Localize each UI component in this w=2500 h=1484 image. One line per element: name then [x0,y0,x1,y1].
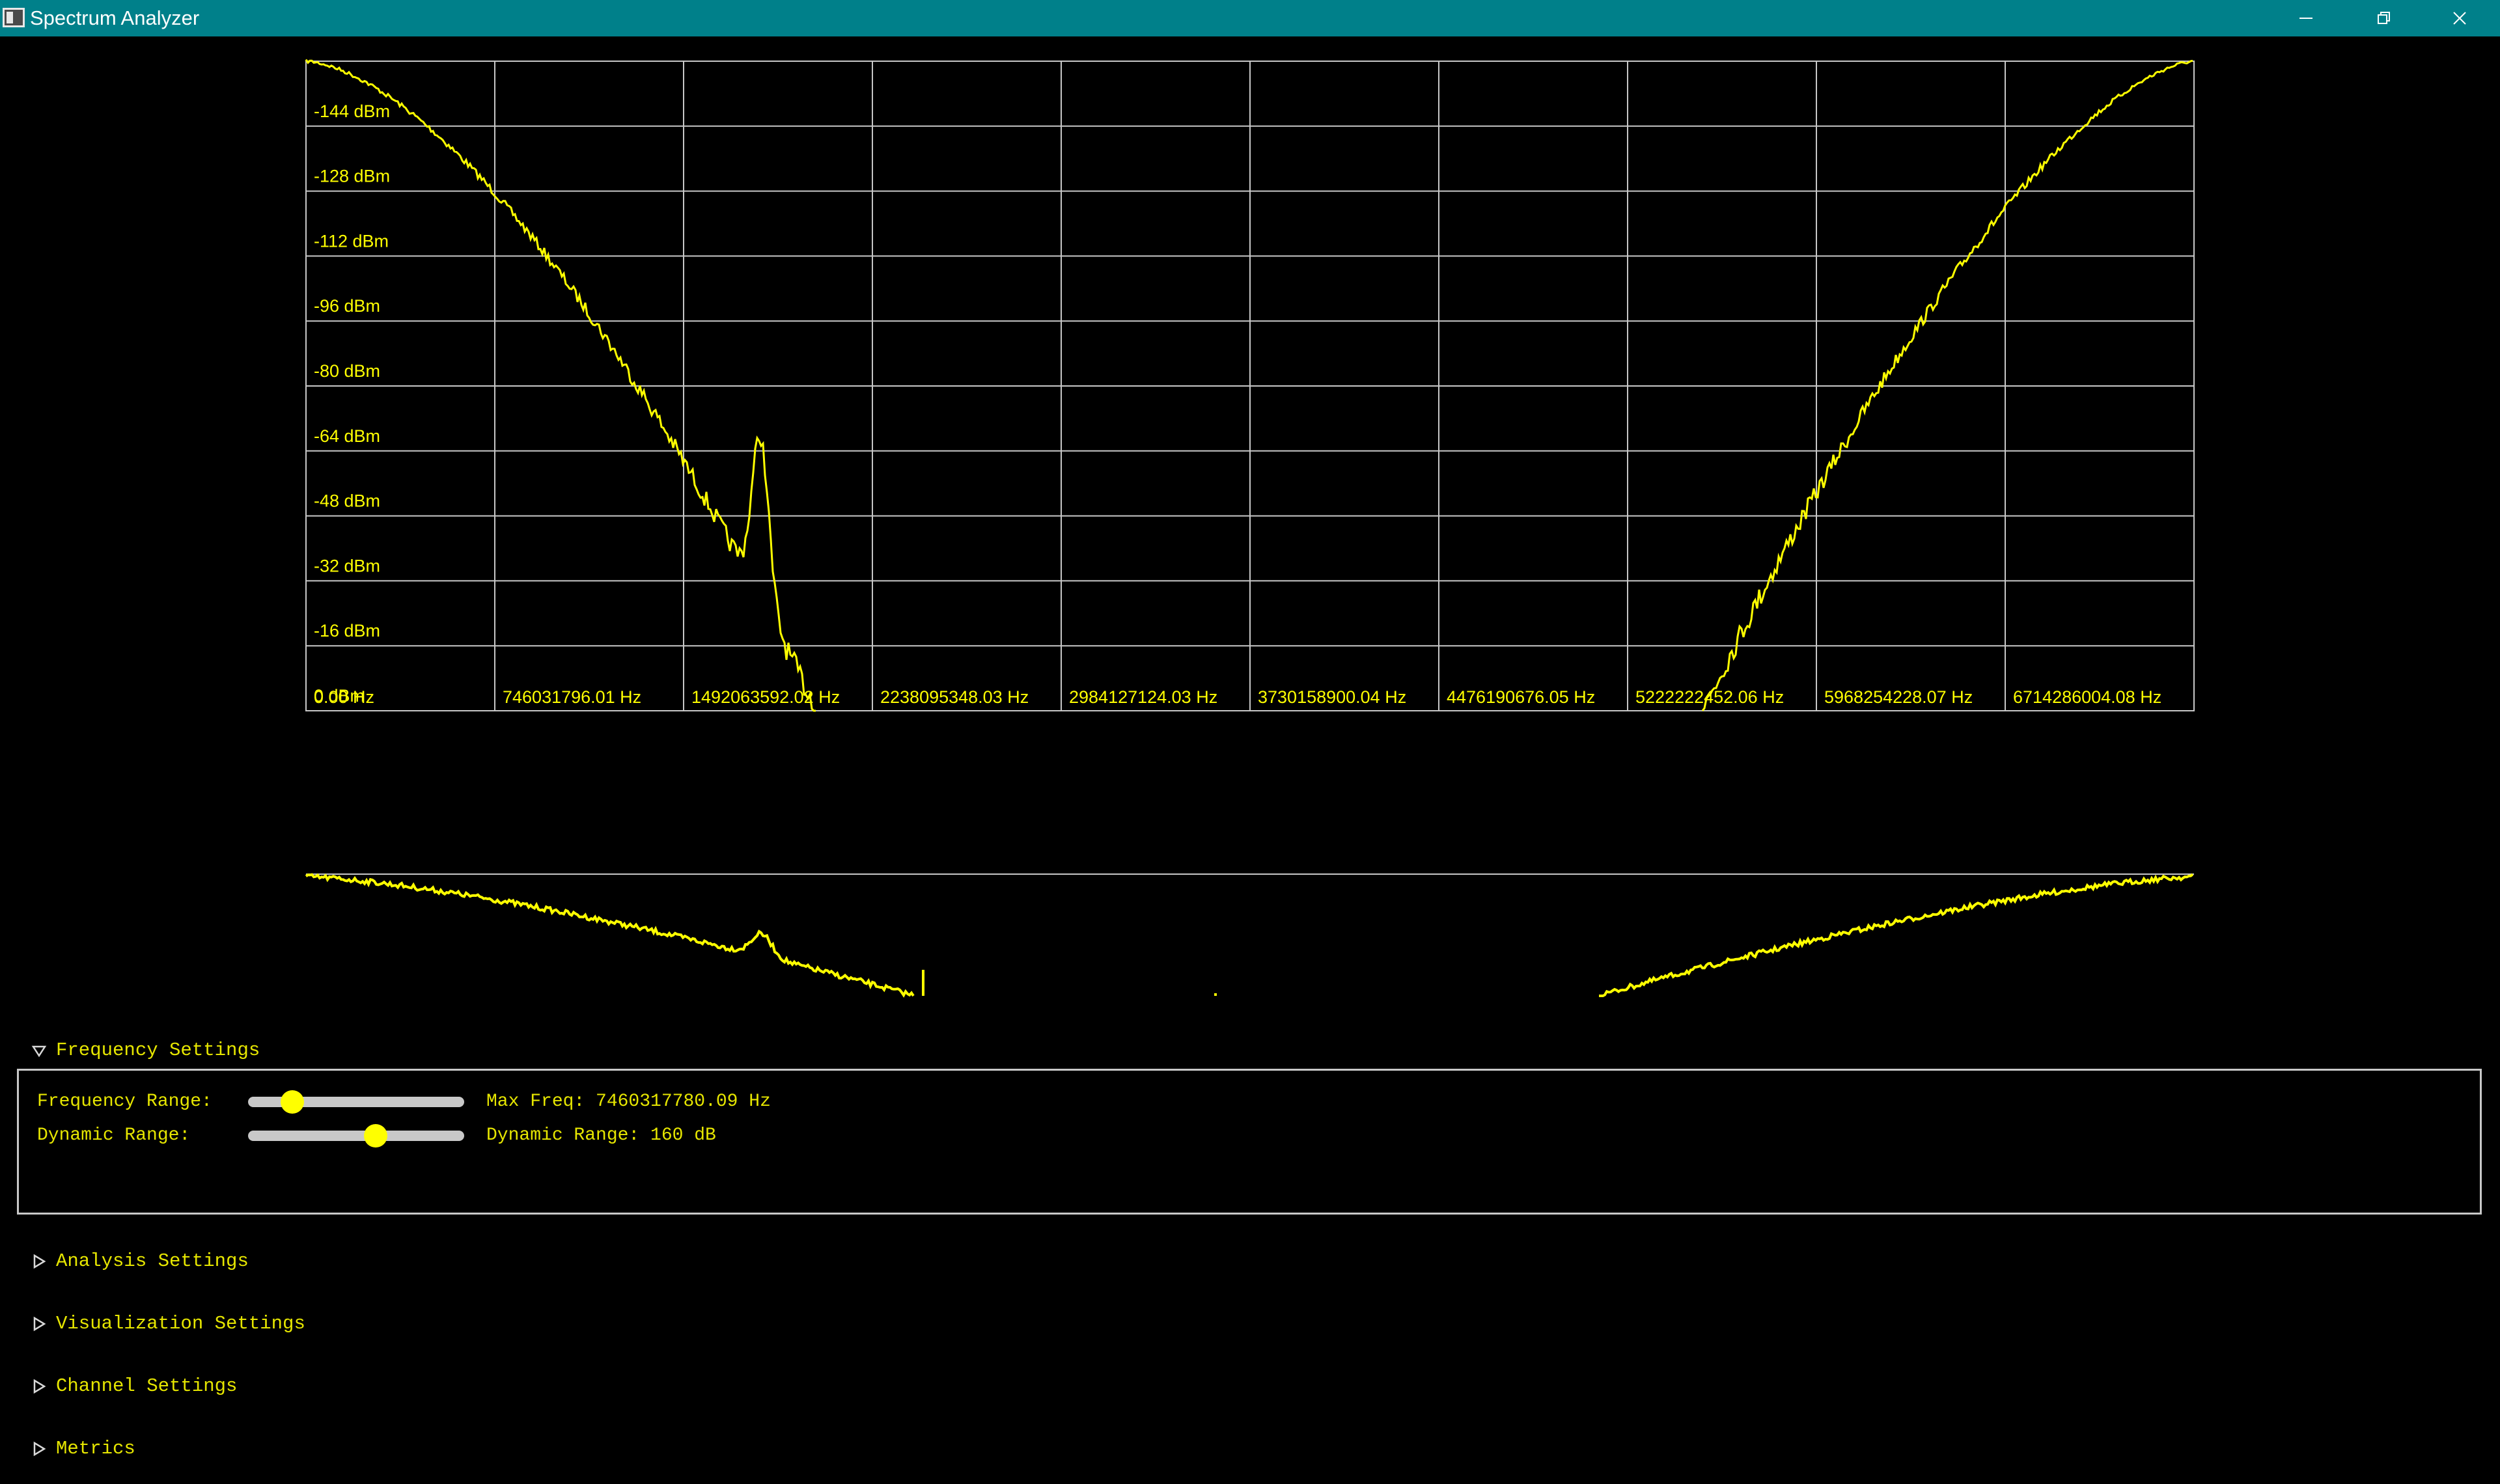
x-axis-labels: 0.00 Hz 746031796.01 Hz 1492063592.02 Hz 22… [314,687,2161,707]
y-tick-label: -128 dBm [314,167,390,186]
frequency-settings-header[interactable]: Frequency Settings [31,1037,260,1064]
visualization-settings-header[interactable]: Visualization Settings [31,1311,305,1337]
minimize-button[interactable] [2268,0,2344,36]
dynamic-range-slider[interactable] [248,1124,464,1147]
close-button[interactable] [2422,0,2497,36]
section-title: Frequency Settings [56,1039,260,1061]
x-tick-label: 5968254228.07 Hz [1824,687,1973,707]
x-tick-label: 6714286004.08 Hz [2013,687,2161,707]
section-title: Metrics [56,1438,135,1459]
window-title: Spectrum Analyzer [30,7,200,29]
chevron-down-icon [31,1045,47,1058]
y-tick-label: -64 dBm [314,426,380,446]
x-tick-label: 3730158900.04 Hz [1258,687,1406,707]
y-tick-label: -96 dBm [314,296,380,316]
dynamic-range-slider-thumb[interactable] [363,1124,387,1147]
chevron-right-icon [33,1316,46,1332]
y-axis-labels: -144 dBm -128 dBm -112 dBm -96 dBm -80 dBm -6… [314,102,390,706]
analysis-settings-header[interactable]: Analysis Settings [31,1248,249,1274]
section-title: Channel Settings [56,1375,238,1397]
x-tick-label: 5222222452.06 Hz [1635,687,1784,707]
section-title: Visualization Settings [56,1313,305,1334]
close-icon [2453,12,2466,25]
x-tick-label: 746031796.01 Hz [503,687,641,707]
plot-grid [305,61,2195,711]
chevron-right-icon [33,1379,46,1394]
y-tick-label: -16 dBm [314,621,380,640]
minimize-icon [2299,18,2312,19]
section-title: Analysis Settings [56,1250,249,1272]
frequency-range-slider-thumb[interactable] [281,1090,305,1114]
frequency-settings-panel: Frequency Range: Max Freq: 7460317780.09… [17,1069,2482,1215]
y-tick-label: -80 dBm [314,361,380,381]
metrics-header[interactable]: Metrics [31,1436,135,1462]
x-tick-label: 1492063592.02 Hz [691,687,840,707]
x-tick-label: 2238095348.03 Hz [880,687,1029,707]
overview-trace [305,873,2194,998]
restore-icon [2378,12,2390,24]
overview-plot [305,873,2194,998]
title-bar[interactable]: Spectrum Analyzer [0,0,2500,36]
dynamic-range-label: Dynamic Range: [37,1125,191,1146]
y-tick-label: -32 dBm [314,556,380,575]
max-freq-value: Max Freq: 7460317780.09 Hz [486,1092,771,1112]
y-tick-label: 0 dBm [314,686,365,706]
spectrum-plot[interactable]: -144 dBm -128 dBm -112 dBm -96 dBm -80 dBm -6… [0,0,2500,716]
frequency-range-slider[interactable] [248,1090,464,1114]
channel-settings-header[interactable]: Channel Settings [31,1373,237,1399]
restore-button[interactable] [2346,0,2422,36]
frequency-range-label: Frequency Range: [37,1092,212,1112]
dynamic-range-value: Dynamic Range: 160 dB [486,1125,716,1146]
y-tick-label: -144 dBm [314,102,390,121]
spectrum-trace [305,59,2193,712]
y-tick-label: -112 dBm [314,231,389,251]
app-icon [3,8,25,27]
chevron-right-icon [33,1254,46,1269]
x-tick-label: 4476190676.05 Hz [1447,687,1595,707]
y-tick-label: -48 dBm [314,491,380,511]
x-tick-label: 2984127124.03 Hz [1069,687,1217,707]
chevron-right-icon [33,1441,46,1457]
x-tick-label: 0.00 Hz [314,687,374,707]
